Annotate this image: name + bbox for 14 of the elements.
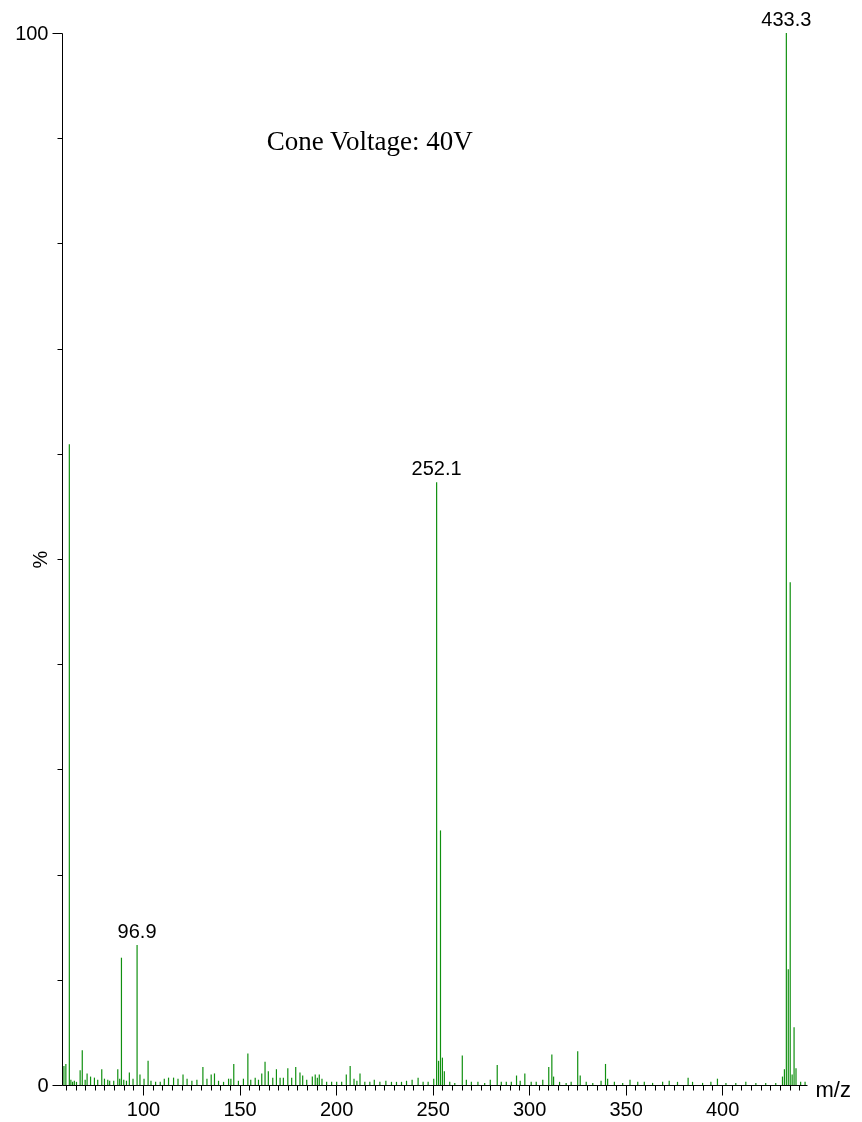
annotation: 252.1 (411, 457, 462, 480)
x-tick-label: 400 (705, 1097, 740, 1120)
y-axis-title: % (28, 550, 51, 569)
y-tick-label: 0 (37, 1073, 49, 1096)
x-tick-label: 150 (223, 1097, 257, 1120)
x-axis-title: m/z (815, 1076, 851, 1102)
annotation: Cone Voltage: 40V (266, 125, 474, 156)
x-tick-label: 250 (416, 1097, 450, 1120)
annotation: 96.9 (117, 920, 157, 943)
annotation: 433.3 (761, 8, 812, 30)
x-tick-label: 350 (609, 1097, 643, 1120)
x-tick-label: 100 (126, 1097, 161, 1120)
x-tick-label: 200 (319, 1097, 354, 1120)
x-tick-label: 300 (512, 1097, 547, 1120)
